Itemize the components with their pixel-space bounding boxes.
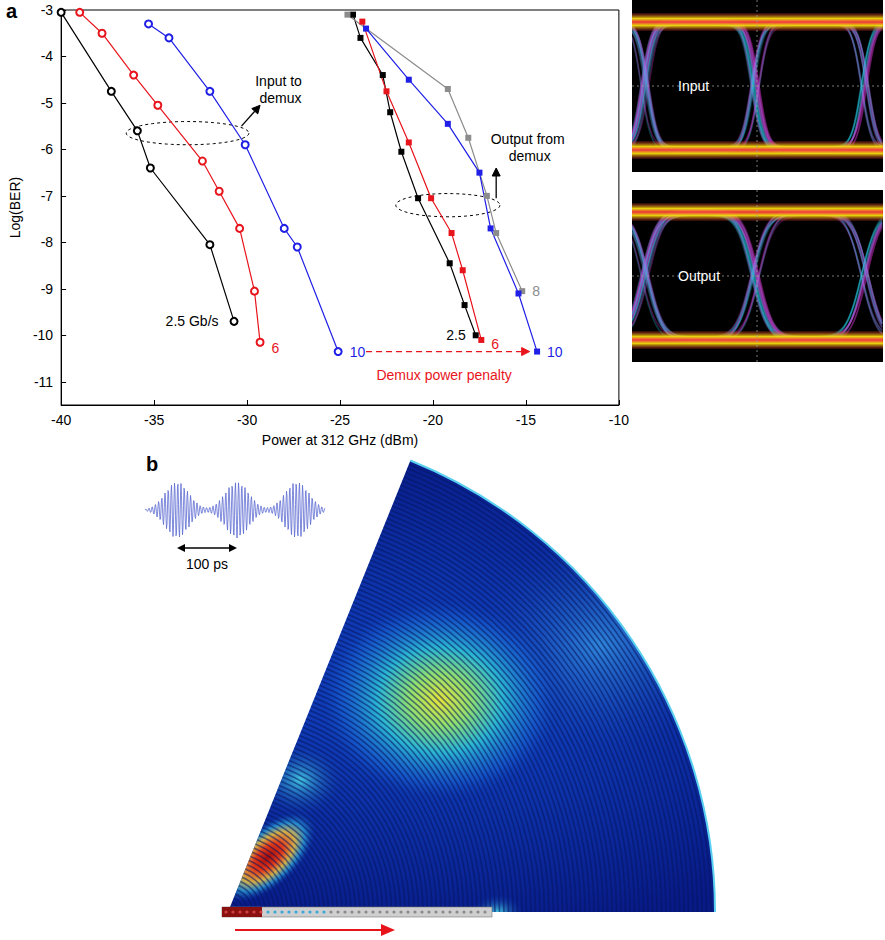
svg-text:-9: -9 bbox=[41, 281, 54, 297]
svg-text:-5: -5 bbox=[41, 95, 54, 111]
html-text:a: a bbox=[6, 0, 18, 22]
svg-text:6: 6 bbox=[272, 340, 280, 356]
svg-text:-11: -11 bbox=[34, 374, 53, 390]
svg-text:10: 10 bbox=[350, 344, 366, 360]
svg-text:8: 8 bbox=[532, 283, 540, 299]
svg-text:Output from: Output from bbox=[491, 131, 569, 147]
svg-text:-3: -3 bbox=[41, 2, 54, 18]
svg-text:-10: -10 bbox=[33, 327, 53, 343]
svg-text:demux: demux bbox=[509, 148, 551, 164]
svg-text:-40: -40 bbox=[51, 412, 71, 428]
svg-text:-4: -4 bbox=[41, 48, 54, 64]
svg-text:-6: -6 bbox=[41, 141, 54, 157]
svg-text:100 ps: 100 ps bbox=[186, 556, 228, 572]
svg-text:b: b bbox=[146, 453, 158, 475]
svg-text:6: 6 bbox=[491, 336, 499, 352]
svg-text:2.5 Gb/s: 2.5 Gb/s bbox=[166, 313, 219, 329]
svg-text:Input to: Input to bbox=[255, 73, 306, 89]
svg-text:Input: Input bbox=[678, 78, 709, 94]
svg-text:Power at 312 GHz (dBm): Power at 312 GHz (dBm) bbox=[262, 432, 418, 448]
svg-text:-8: -8 bbox=[41, 234, 54, 250]
svg-text:-25: -25 bbox=[330, 412, 350, 428]
svg-text:-10: -10 bbox=[609, 412, 629, 428]
svg-text:-30: -30 bbox=[237, 412, 257, 428]
svg-text:demux: demux bbox=[259, 90, 301, 106]
svg-text:-15: -15 bbox=[516, 412, 536, 428]
svg-text:Output: Output bbox=[678, 268, 720, 284]
svg-text:2.5: 2.5 bbox=[446, 327, 466, 343]
svg-text:10: 10 bbox=[547, 344, 563, 360]
svg-text:-20: -20 bbox=[423, 412, 443, 428]
svg-text:Demux power penalty: Demux power penalty bbox=[376, 367, 511, 383]
svg-text:-35: -35 bbox=[144, 412, 164, 428]
svg-text:-7: -7 bbox=[41, 188, 54, 204]
svg-text:Log(BER): Log(BER) bbox=[7, 177, 23, 238]
